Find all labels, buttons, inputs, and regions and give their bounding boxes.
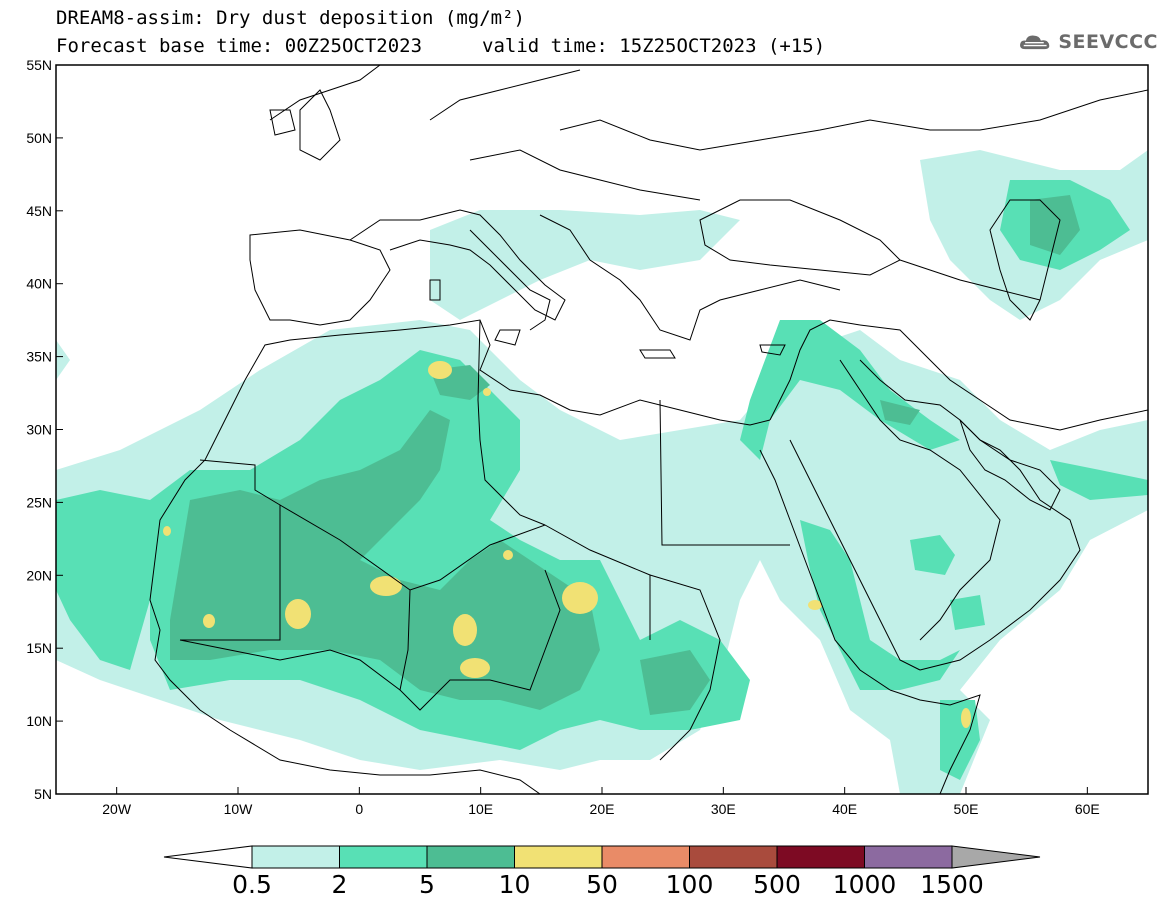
colorbar-level-label: 100 xyxy=(665,870,714,899)
lon-tick-label: 50E xyxy=(954,801,979,817)
colorbar-under-arrow xyxy=(163,845,253,869)
lat-tick-label: 30N xyxy=(26,422,52,438)
colorbar-swatch xyxy=(339,845,428,869)
colorbar-level-label: 50 xyxy=(586,870,618,899)
lat-tick-label: 55N xyxy=(26,57,52,73)
lat-tick-label: 15N xyxy=(26,640,52,656)
cloud-logo-icon xyxy=(1020,35,1050,50)
colorbar-swatch xyxy=(601,845,690,869)
coastlines-and-borders xyxy=(149,65,1148,794)
lat-axis: 55N 50N 45N 40N 35N 30N 25N 20N 15N 10N 5N xyxy=(26,57,63,802)
dust-shading xyxy=(56,150,1148,794)
colorbar-swatch xyxy=(689,845,778,869)
lat-tick-label: 5N xyxy=(34,786,52,802)
lat-tick-label: 40N xyxy=(26,276,52,292)
lat-tick-label: 35N xyxy=(26,349,52,365)
colorbar xyxy=(163,845,1041,869)
colorbar-level-label: 500 xyxy=(753,870,801,899)
colorbar-level-label: 1000 xyxy=(832,870,897,899)
lon-tick-label: 40E xyxy=(832,801,857,817)
colorbar-level-label: 1500 xyxy=(920,870,984,899)
valid-time: valid time: 15Z25OCT2023 (+15) xyxy=(482,35,826,57)
colorbar-over-arrow xyxy=(951,845,1041,869)
lon-tick-label: 20W xyxy=(102,801,132,817)
lat-tick-label: 25N xyxy=(26,494,52,510)
lon-tick-label: 0 xyxy=(355,801,363,817)
colorbar-swatch xyxy=(514,845,603,869)
lon-tick-label: 60E xyxy=(1075,801,1100,817)
colorbar-swatch xyxy=(251,845,340,869)
colorbar-swatch xyxy=(426,845,515,869)
map-title: DREAM8-assim: Dry dust deposition (mg/m²… xyxy=(56,7,525,29)
lat-tick-label: 10N xyxy=(26,713,52,729)
lon-tick-label: 10E xyxy=(468,801,493,817)
lon-tick-label: 30E xyxy=(711,801,736,817)
lon-tick-label: 20E xyxy=(590,801,615,817)
lat-tick-label: 45N xyxy=(26,203,52,219)
dust-level-10 xyxy=(163,361,971,728)
forecast-base-time: Forecast base time: 00Z25OCT2023 xyxy=(56,35,423,57)
lat-tick-label: 20N xyxy=(26,567,52,583)
colorbar-level-label: 2 xyxy=(331,870,348,899)
lat-tick-label: 50N xyxy=(26,130,52,146)
lon-tick-label: 10W xyxy=(224,801,254,817)
colorbar-level-label: 10 xyxy=(498,870,531,899)
colorbar-level-label: 5 xyxy=(419,870,435,899)
seevccc-logo: SEEVCCC xyxy=(1018,26,1158,58)
dust-level-5 xyxy=(170,195,1080,715)
logo-text: SEEVCCC xyxy=(1058,31,1158,53)
colorbar-swatch xyxy=(776,845,865,869)
colorbar-level-label: 0.5 xyxy=(232,870,272,899)
lon-axis: 20W 10W 0 10E 20E 30E 40E 50E 60E xyxy=(102,787,1100,817)
colorbar-swatch xyxy=(864,845,953,869)
